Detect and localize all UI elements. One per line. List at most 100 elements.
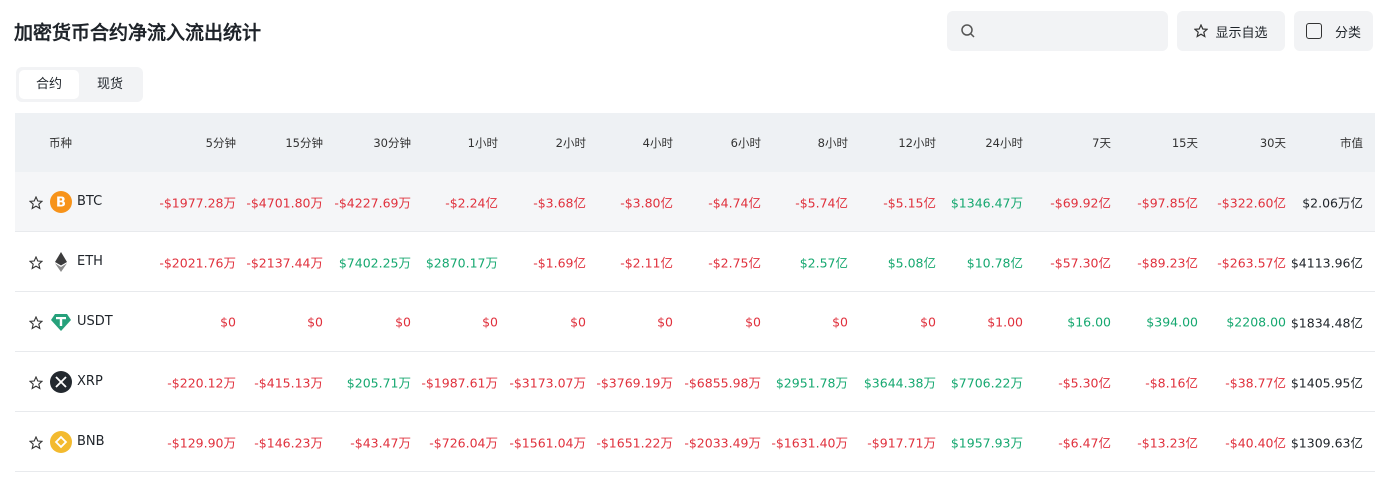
flow-value: -$13.23亿 — [1137, 435, 1198, 451]
column-header: 15分钟 — [285, 136, 323, 150]
flow-value: -$69.92亿 — [1050, 195, 1111, 211]
favorite-star[interactable] — [28, 315, 44, 334]
column-header: 15天 — [1171, 136, 1198, 150]
tab[interactable]: 合约 — [19, 70, 79, 99]
column-header: 8小时 — [817, 136, 848, 150]
flow-value: -$89.23亿 — [1137, 255, 1198, 271]
flow-value: -$2.75亿 — [708, 255, 761, 271]
coin-symbol[interactable]: ETH — [77, 254, 103, 269]
favorites-button[interactable]: 显示自选 — [1177, 11, 1285, 51]
flow-value: -$97.85亿 — [1137, 195, 1198, 211]
column-header: 币种 — [49, 136, 72, 150]
flow-value: -$40.40亿 — [1225, 435, 1286, 451]
favorite-star[interactable] — [28, 435, 44, 454]
flow-value: $1309.63亿 — [1290, 435, 1363, 451]
flow-value: $2951.78万 — [775, 375, 848, 391]
star-icon — [1194, 24, 1209, 38]
flow-value: $1405.95亿 — [1290, 375, 1363, 391]
coin-symbol[interactable]: XRP — [77, 374, 103, 389]
flow-value: -$3769.19万 — [596, 375, 673, 391]
flow-value: -$726.04万 — [429, 435, 498, 451]
checkbox — [1305, 23, 1322, 39]
flow-value: $16.00 — [1067, 314, 1111, 330]
flow-value: -$6.47亿 — [1058, 435, 1111, 451]
flow-value: -$5.30亿 — [1058, 375, 1111, 391]
coin-icon — [50, 311, 72, 337]
tab-bar: 合约 现货 — [16, 67, 143, 102]
column-header: 1小时 — [467, 136, 498, 150]
flow-value: $1957.93万 — [950, 435, 1023, 451]
category-button[interactable]: 分类 — [1294, 11, 1373, 51]
flow-value: -$1561.04万 — [509, 435, 586, 451]
table-row: ETH -$2021.76万 -$2137.44万 $7402.25万 $2870.17… — [15, 232, 1375, 292]
flow-value: $7402.25万 — [338, 255, 411, 271]
flow-value: -$1.69亿 — [533, 255, 586, 271]
flow-value: -$415.13万 — [254, 375, 323, 391]
flow-value: -$1977.28万 — [159, 195, 236, 211]
flow-value: -$4.74亿 — [708, 195, 761, 211]
column-header: 5分钟 — [205, 136, 236, 150]
flow-value: -$43.47万 — [350, 435, 411, 451]
table-row: BNB -$129.90万 -$146.23万 -$43.47万 -$726.04万 -$… — [15, 412, 1375, 472]
search-icon — [961, 24, 975, 38]
column-header: 12小时 — [898, 136, 936, 150]
svg-text:B: B — [56, 196, 66, 211]
flow-value: -$57.30亿 — [1050, 255, 1111, 271]
flow-value: $2870.17万 — [425, 255, 498, 271]
flow-value: -$2137.44万 — [246, 255, 323, 271]
table-header: 币种 5分钟 15分钟 30分钟 1小时 2小时 4小时 6小时 8小时 12小时 24小时 7天 15… — [15, 113, 1375, 172]
flow-value: $0 — [570, 314, 586, 330]
favorites-label: 显示自选 — [1215, 25, 1268, 41]
coin-symbol[interactable]: BTC — [77, 194, 103, 209]
flow-value: $0 — [920, 314, 936, 330]
flow-value: -$263.57亿 — [1217, 255, 1286, 271]
flow-value: $0 — [395, 314, 411, 330]
coin-symbol[interactable]: USDT — [77, 314, 113, 329]
coin-icon — [50, 371, 72, 397]
favorite-star[interactable] — [28, 375, 44, 394]
tab[interactable]: 现货 — [96, 77, 123, 92]
column-header: 30分钟 — [373, 136, 411, 150]
favorite-star[interactable] — [28, 255, 44, 274]
flow-value: $2208.00 — [1226, 314, 1286, 330]
flow-value: -$5.15亿 — [883, 195, 936, 211]
flow-value: $0 — [220, 314, 236, 330]
table-row: B BTC -$1977.28万 -$4701.80万 -$4227.69万 -$2.24… — [15, 172, 1375, 232]
flow-value: -$4701.80万 — [246, 195, 323, 211]
flow-value: -$220.12万 — [167, 375, 236, 391]
coin-icon — [50, 251, 72, 277]
flow-value: -$3.68亿 — [533, 195, 586, 211]
column-header: 24小时 — [985, 136, 1023, 150]
flow-value: -$1631.40万 — [771, 435, 848, 451]
flow-value: $394.00 — [1146, 314, 1198, 330]
table-row: USDT $0 $0 $0 $0 $0 $0 $0 $0 $0 $1.00 $16.00 $394.00… — [15, 292, 1375, 352]
column-header: 7天 — [1092, 136, 1111, 150]
flow-value: $1834.48亿 — [1290, 315, 1363, 331]
column-header: 4小时 — [642, 136, 673, 150]
flow-value: $5.08亿 — [887, 255, 936, 271]
favorite-star[interactable] — [28, 195, 44, 214]
column-header: 2小时 — [555, 136, 586, 150]
flow-value: -$129.90万 — [167, 435, 236, 451]
flow-value: $3644.38万 — [863, 375, 936, 391]
category-label: 分类 — [1334, 25, 1361, 41]
search-box[interactable] — [947, 11, 1168, 51]
coin-symbol[interactable]: BNB — [77, 434, 105, 449]
flow-value: -$2021.76万 — [159, 255, 236, 271]
flow-value: -$1987.61万 — [421, 375, 498, 391]
flow-value: $0 — [745, 314, 761, 330]
flow-value: -$8.16亿 — [1145, 375, 1198, 391]
flow-value: -$2.11亿 — [620, 255, 673, 271]
flow-value: $2.06万亿 — [1302, 195, 1363, 211]
flow-value: -$917.71万 — [867, 435, 936, 451]
flow-value: -$3.80亿 — [620, 195, 673, 211]
flow-value: -$322.60亿 — [1217, 195, 1286, 211]
flow-value: -$6855.98万 — [684, 375, 761, 391]
page-title: 加密货币合约净流入流出统计 — [14, 22, 262, 44]
column-header: 市值 — [1340, 136, 1363, 150]
flow-value: $10.78亿 — [966, 255, 1023, 271]
column-header: 30天 — [1259, 136, 1286, 150]
flow-value: -$4227.69万 — [334, 195, 411, 211]
flow-value: $0 — [307, 314, 323, 330]
